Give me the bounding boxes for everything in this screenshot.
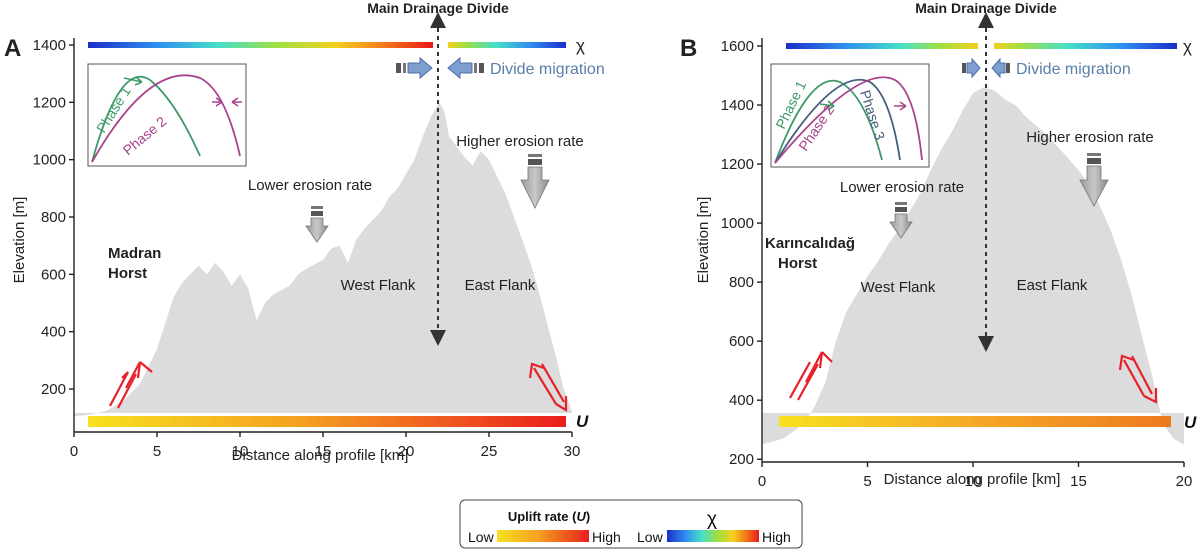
x-tick-label: 0 xyxy=(70,443,78,460)
panel-a-chi-symbol: χ xyxy=(576,36,585,55)
panel-b-chi-symbol: χ xyxy=(1183,37,1192,56)
panel-a-divide-label: Main Drainage Divide xyxy=(367,0,509,16)
y-tick-label: 400 xyxy=(41,324,66,341)
panel-a-letter: A xyxy=(4,35,21,62)
panel-b-u-symbol: U xyxy=(1184,413,1197,432)
y-tick-label: 1400 xyxy=(33,37,66,54)
panel-b-fault-east xyxy=(1118,354,1158,404)
y-tick-label: 800 xyxy=(729,274,754,291)
legend-chi-high: High xyxy=(762,529,791,545)
panel-a-east-flank: East Flank xyxy=(465,277,536,294)
x-tick-label: 15 xyxy=(1070,473,1087,490)
panel-a-inset xyxy=(87,63,247,167)
panel-a-horst-line2: Horst xyxy=(108,265,147,282)
panel-b-divide-label: Main Drainage Divide xyxy=(915,0,1057,16)
x-tick-label: 15 xyxy=(315,443,332,460)
legend: Uplift rate (U) Low High χ Low High xyxy=(459,499,803,549)
panel-a-uplift-bar xyxy=(88,416,566,427)
y-tick-label: 1200 xyxy=(721,156,754,173)
panel-b-horst-line2: Horst xyxy=(778,255,817,272)
panel-a-y-ticks: 200 400 600 800 1000 1200 1400 xyxy=(33,37,74,398)
x-tick-label: 30 xyxy=(564,443,581,460)
panel-a-inset-arrow-green xyxy=(123,77,143,83)
x-tick-label: 5 xyxy=(153,443,161,460)
x-tick-label: 25 xyxy=(481,443,498,460)
panel-b-terrain-profile xyxy=(762,87,1184,445)
y-tick-label: 600 xyxy=(41,266,66,283)
panel-a-inset-phase2-curve xyxy=(91,74,241,163)
x-tick-label: 10 xyxy=(232,443,249,460)
y-tick-label: 600 xyxy=(729,333,754,350)
panel-a-y-label: Elevation [m] xyxy=(11,197,28,284)
panel-a-chi-bar-west xyxy=(88,42,433,48)
panel-b-divide-migration: Divide migration xyxy=(1016,61,1131,78)
panel-a-horst-line1: Madran xyxy=(108,245,161,262)
panel-b-inset-phase1-curve xyxy=(774,79,883,164)
panel-b-inset-phase3-curve xyxy=(774,78,901,164)
panel-a-inset-phase1-curve xyxy=(91,75,201,163)
panel-b-inset-phase2-curve xyxy=(774,76,923,164)
panel-a-fault-east xyxy=(528,362,568,412)
panel-b-lower-erosion: Lower erosion rate xyxy=(840,179,964,196)
legend-uplift-high: High xyxy=(592,529,621,545)
y-tick-label: 1000 xyxy=(721,215,754,232)
y-tick-label: 1400 xyxy=(721,97,754,114)
panel-b-chi-bar-west xyxy=(786,43,978,49)
x-tick-label: 10 xyxy=(965,473,982,490)
panel-a-divide-migration: Divide migration xyxy=(490,61,605,78)
legend-chi-bar xyxy=(667,530,759,542)
y-tick-label: 1600 xyxy=(721,38,754,55)
panel-a-chi-bar-east xyxy=(448,42,566,48)
y-tick-label: 800 xyxy=(41,209,66,226)
panel-b-higher-erosion: Higher erosion rate xyxy=(1026,129,1154,146)
x-tick-label: 20 xyxy=(1176,473,1193,490)
panel-b-fault-west xyxy=(789,351,833,401)
panel-a-higher-erosion-arrow xyxy=(520,154,550,209)
panel-a-fault-west xyxy=(109,361,153,409)
panel-b-west-flank: West Flank xyxy=(861,279,936,296)
legend-uplift-title: Uplift rate (U) xyxy=(508,509,590,524)
panel-b-migration-arrows xyxy=(962,57,1010,79)
panel-b-horst-line1: Karıncalıdağ xyxy=(765,235,855,252)
panel-a-migration-arrows xyxy=(396,56,484,80)
legend-uplift-bar xyxy=(497,530,589,542)
panel-a-terrain-profile xyxy=(74,102,572,417)
panel-b-y-label: Elevation [m] xyxy=(695,197,712,284)
y-tick-label: 1200 xyxy=(33,94,66,111)
panel-b-chi-bar-east xyxy=(994,43,1177,49)
panel-a-x-ticks: 0 5 10 15 20 25 30 xyxy=(70,432,581,460)
panel-a-west-flank: West Flank xyxy=(341,277,416,294)
panel-a-higher-erosion: Higher erosion rate xyxy=(456,133,584,150)
panel-b-y-ticks: 200 400 600 800 1000 1200 1400 1600 xyxy=(721,38,762,468)
x-tick-label: 20 xyxy=(398,443,415,460)
panel-a-u-symbol: U xyxy=(576,412,589,431)
x-tick-label: 0 xyxy=(758,473,766,490)
panel-b-uplift-bar xyxy=(779,416,1171,427)
panel-b-x-label: Distance along profile [km] xyxy=(884,471,1061,488)
y-tick-label: 1000 xyxy=(33,152,66,169)
panel-b-lower-erosion-arrow xyxy=(889,202,913,239)
x-tick-label: 5 xyxy=(863,473,871,490)
y-tick-label: 200 xyxy=(729,451,754,468)
panel-a-lower-erosion-arrow xyxy=(305,206,329,243)
y-tick-label: 400 xyxy=(729,392,754,409)
panel-a-lower-erosion: Lower erosion rate xyxy=(248,177,372,194)
legend-chi-symbol: χ xyxy=(707,509,717,530)
panel-b-x-ticks: 0 5 10 15 20 xyxy=(758,462,1193,490)
panel-b-east-flank: East Flank xyxy=(1017,277,1088,294)
legend-chi-low: Low xyxy=(637,529,664,545)
panel-b-letter: B xyxy=(680,35,697,62)
legend-uplift-low: Low xyxy=(468,529,495,545)
y-tick-label: 200 xyxy=(41,381,66,398)
panel-b-higher-erosion-arrow xyxy=(1079,153,1109,207)
panel-a-x-label: Distance along profile [km] xyxy=(232,447,409,464)
